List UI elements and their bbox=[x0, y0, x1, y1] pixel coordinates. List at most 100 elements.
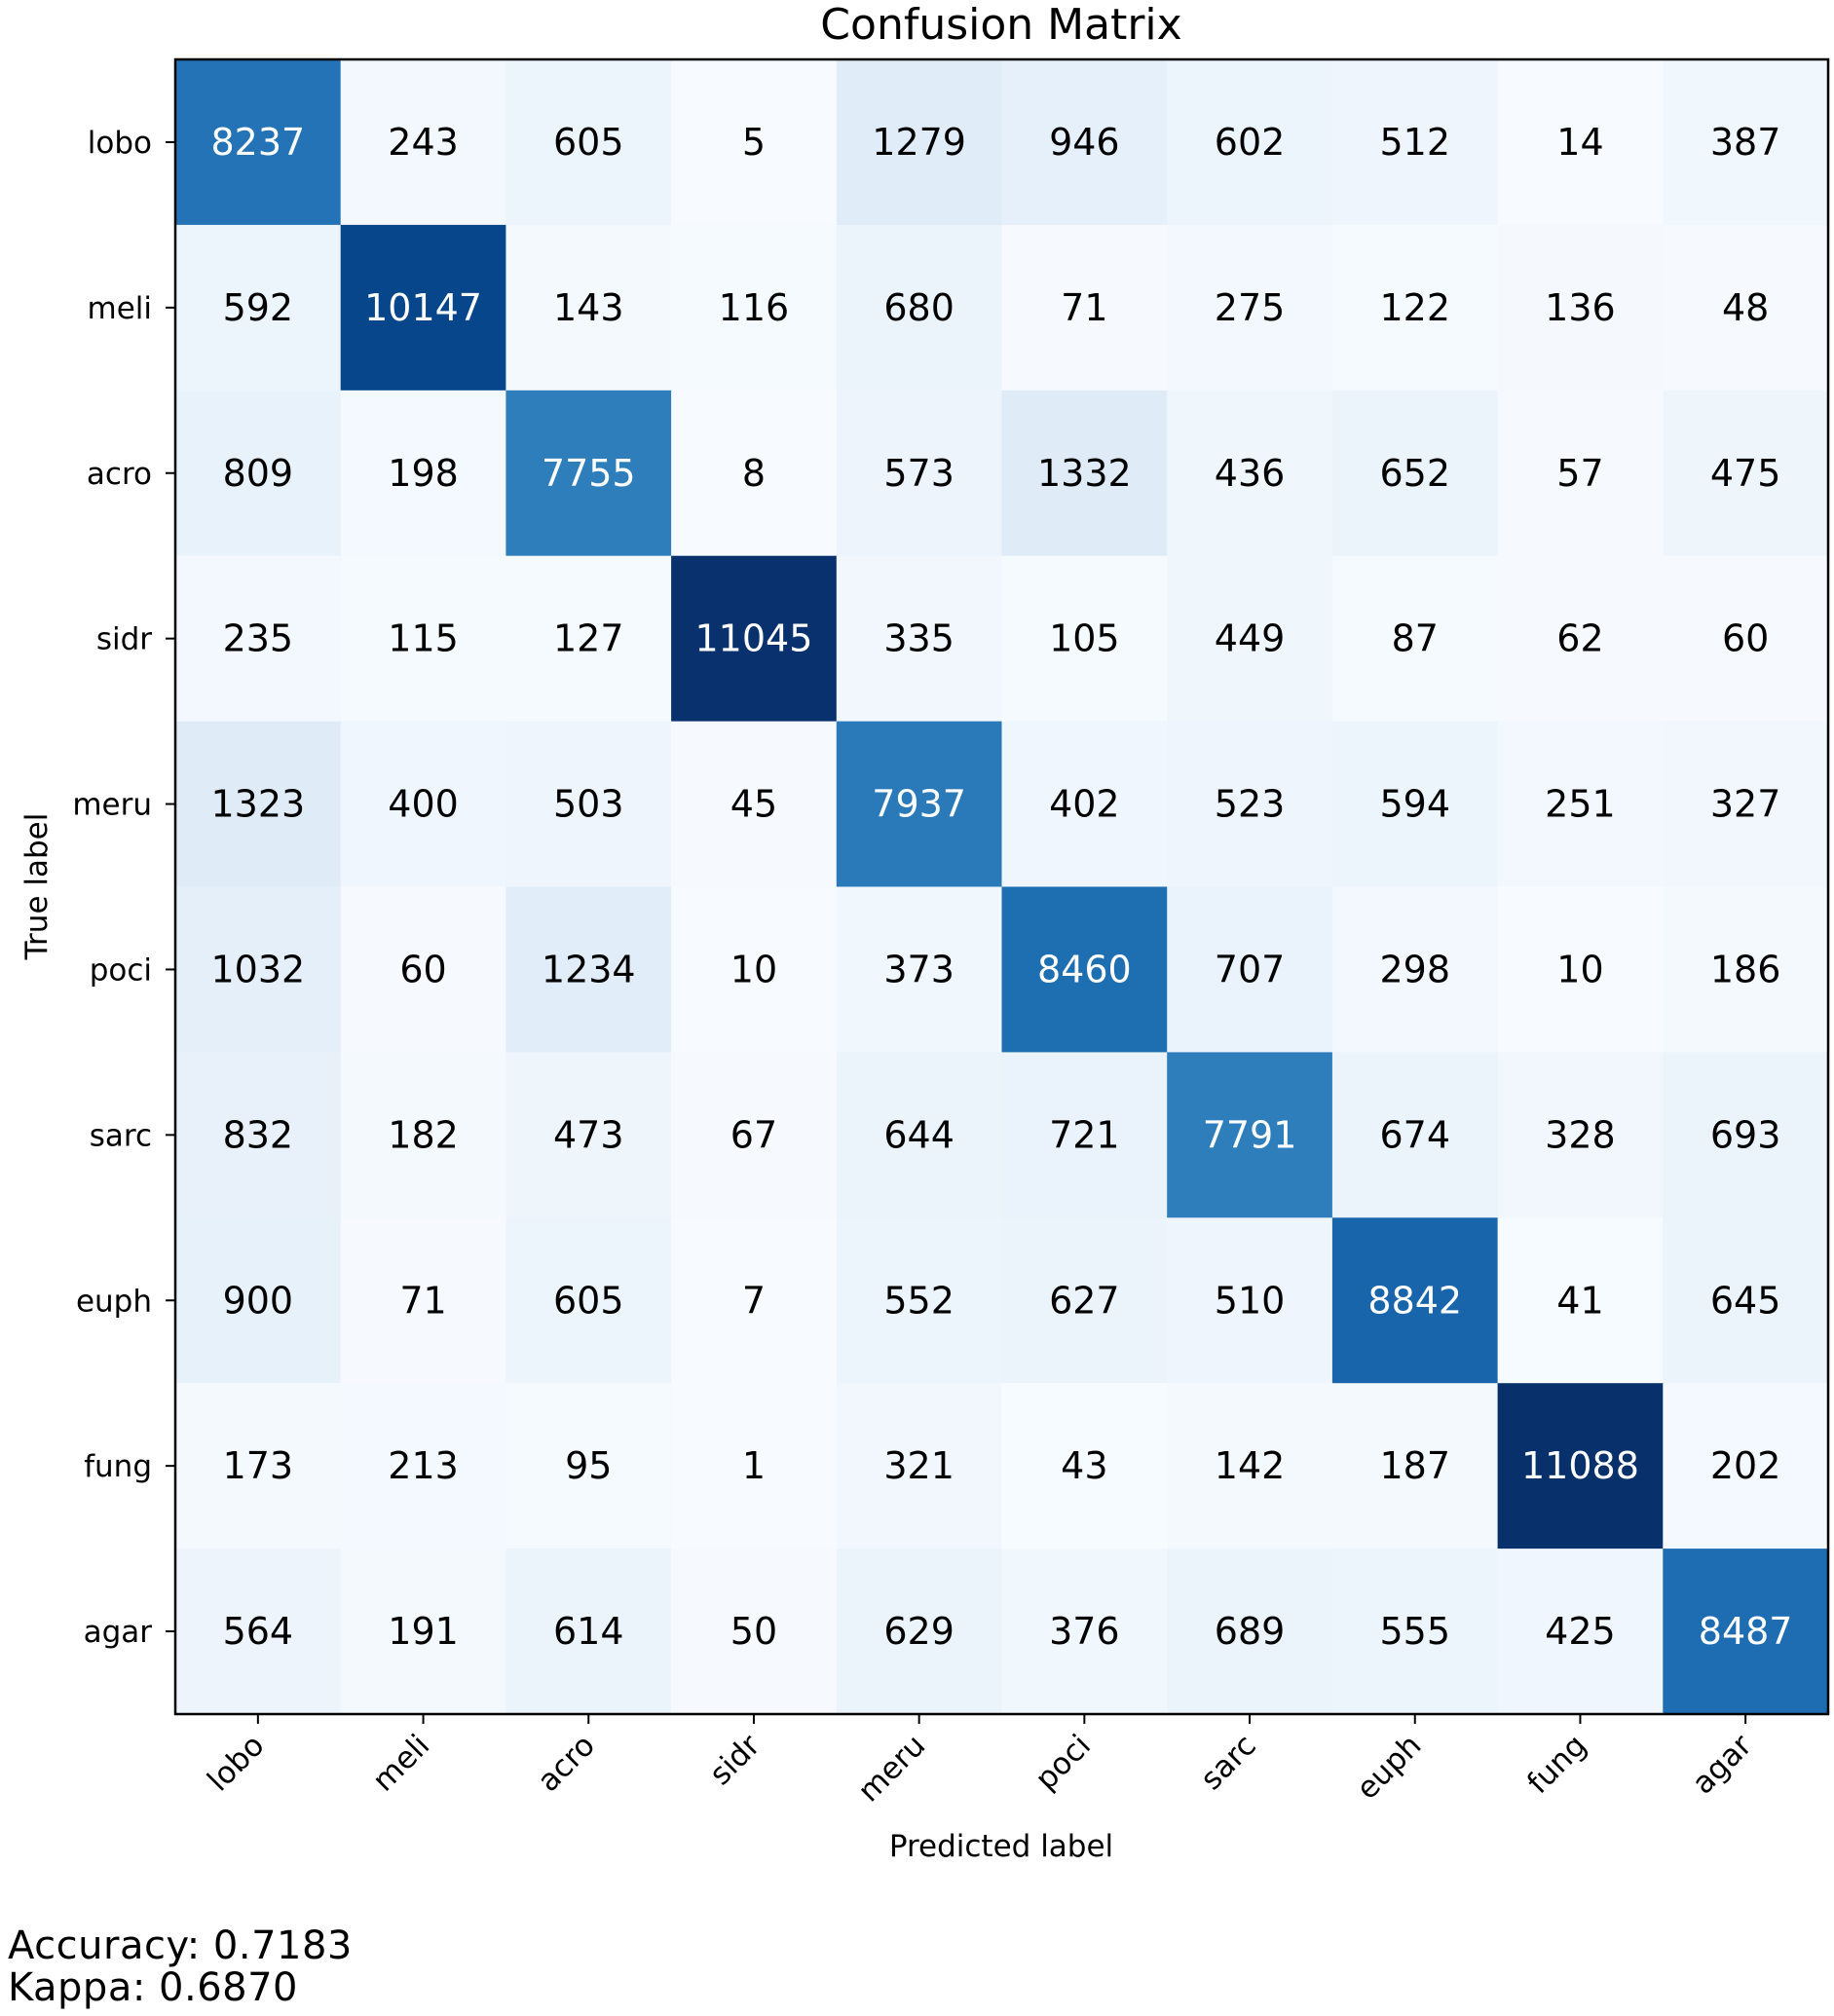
heatmap-cell bbox=[1663, 390, 1829, 557]
heatmap-cell bbox=[836, 886, 1003, 1053]
heatmap-cell bbox=[1331, 886, 1499, 1053]
cell-value-label: 95 bbox=[565, 1444, 612, 1487]
heatmap-cell bbox=[671, 59, 838, 226]
cell-value-label: 564 bbox=[223, 1610, 294, 1653]
cell-value-label: 832 bbox=[223, 1113, 294, 1156]
cell-value-label: 376 bbox=[1049, 1610, 1120, 1653]
cell-value-label: 8487 bbox=[1699, 1610, 1793, 1653]
heatmap-cell bbox=[836, 224, 1003, 392]
heatmap-cell bbox=[671, 555, 838, 723]
heatmap-cell bbox=[175, 1549, 342, 1715]
heatmap-cell bbox=[340, 1383, 506, 1549]
cell-value-label: 321 bbox=[883, 1444, 954, 1487]
heatmap-cell bbox=[1497, 1549, 1664, 1715]
cell-value-label: 387 bbox=[1710, 121, 1781, 164]
heatmap-cell bbox=[505, 1052, 672, 1218]
cell-value-label: 191 bbox=[388, 1610, 459, 1653]
kappa-text: Kappa: 0.6870 bbox=[8, 1965, 298, 2010]
cell-value-label: 328 bbox=[1545, 1113, 1616, 1156]
heatmap-cell bbox=[1167, 721, 1333, 888]
x-tick-label: acro bbox=[531, 1728, 602, 1799]
heatmap-cell bbox=[340, 224, 506, 392]
cell-value-label: 552 bbox=[883, 1279, 954, 1322]
heatmap-cell bbox=[1331, 1217, 1499, 1384]
cell-value-label: 693 bbox=[1710, 1113, 1781, 1156]
cell-value-label: 592 bbox=[223, 286, 294, 329]
cell-value-label: 48 bbox=[1722, 286, 1769, 329]
cell-value-label: 115 bbox=[388, 617, 459, 660]
heatmap-cell bbox=[1497, 1052, 1664, 1218]
y-tick-label: poci bbox=[90, 952, 152, 988]
heatmap-cell bbox=[1167, 224, 1333, 392]
heatmap-cell bbox=[505, 1383, 672, 1549]
cell-value-label: 602 bbox=[1215, 121, 1286, 164]
heatmap-cell bbox=[1497, 1217, 1664, 1384]
cell-value-label: 1323 bbox=[210, 783, 305, 826]
cell-value-label: 127 bbox=[553, 617, 624, 660]
y-tick-label: euph bbox=[76, 1284, 152, 1319]
cell-value-label: 652 bbox=[1379, 452, 1450, 495]
cell-value-label: 8237 bbox=[210, 121, 305, 164]
heatmap-cell bbox=[340, 555, 506, 723]
y-tick-label: meru bbox=[72, 788, 152, 823]
heatmap-cell bbox=[671, 1549, 838, 1715]
heatmap-cell bbox=[1167, 886, 1333, 1053]
heatmap-cell bbox=[1167, 59, 1333, 226]
cell-value-label: 644 bbox=[883, 1113, 954, 1156]
cell-value-label: 186 bbox=[1710, 948, 1781, 990]
plot-frame bbox=[173, 57, 1830, 1716]
heatmap-cell bbox=[836, 721, 1003, 888]
cell-value-label: 251 bbox=[1545, 783, 1616, 826]
heatmap-cell bbox=[1167, 1217, 1333, 1384]
cell-value-label: 187 bbox=[1379, 1444, 1450, 1487]
cell-value-label: 8 bbox=[742, 452, 766, 495]
model-stats: Accuracy: 0.7183 Kappa: 0.6870 bbox=[8, 1925, 353, 2009]
cell-value-label: 707 bbox=[1215, 948, 1286, 990]
cell-value-label: 605 bbox=[553, 1279, 624, 1322]
cell-value-label: 298 bbox=[1379, 948, 1450, 990]
heatmap-cell bbox=[175, 555, 342, 723]
cell-value-label: 425 bbox=[1545, 1610, 1616, 1653]
cell-value-label: 809 bbox=[223, 452, 294, 495]
cell-value-label: 87 bbox=[1392, 617, 1439, 660]
x-tick-label: poci bbox=[1029, 1728, 1098, 1797]
cell-value-label: 67 bbox=[730, 1113, 777, 1156]
heatmap-cell bbox=[505, 555, 672, 723]
heatmap-cell bbox=[175, 1052, 342, 1218]
x-tick-label: meru bbox=[851, 1728, 932, 1809]
heatmap-cell bbox=[836, 1383, 1003, 1549]
cell-value-label: 60 bbox=[1722, 617, 1769, 660]
heatmap-cell bbox=[1331, 1549, 1499, 1715]
y-tick-label: sidr bbox=[96, 622, 152, 657]
heatmap-cell bbox=[340, 1217, 506, 1384]
cell-value-label: 614 bbox=[553, 1610, 624, 1653]
cell-value-label: 198 bbox=[388, 452, 459, 495]
cell-value-label: 275 bbox=[1215, 286, 1286, 329]
heatmap-cell bbox=[1167, 1549, 1333, 1715]
cell-value-label: 7755 bbox=[542, 452, 636, 495]
cell-value-label: 71 bbox=[1061, 286, 1107, 329]
cell-value-label: 594 bbox=[1379, 783, 1450, 826]
y-tick-label: meli bbox=[88, 291, 153, 326]
heatmap-cell bbox=[505, 390, 672, 557]
y-axis-label: True label bbox=[19, 813, 55, 961]
heatmap-cell bbox=[340, 886, 506, 1053]
heatmap-cell bbox=[836, 1217, 1003, 1384]
heatmap-cell bbox=[1663, 1217, 1829, 1384]
cell-value-label: 14 bbox=[1556, 121, 1603, 164]
heatmap-cell bbox=[671, 1217, 838, 1384]
heatmap-cell bbox=[1001, 555, 1168, 723]
cell-value-label: 402 bbox=[1049, 783, 1120, 826]
cell-value-label: 335 bbox=[883, 617, 954, 660]
heatmap-cell bbox=[1663, 1549, 1829, 1715]
heatmap-cell bbox=[340, 1549, 506, 1715]
cell-value-label: 674 bbox=[1379, 1113, 1450, 1156]
cell-value-label: 11088 bbox=[1521, 1444, 1639, 1487]
cell-value-label: 629 bbox=[883, 1610, 954, 1653]
cell-value-label: 11045 bbox=[695, 617, 813, 660]
cell-value-label: 173 bbox=[223, 1444, 294, 1487]
cell-value-label: 1032 bbox=[210, 948, 305, 990]
heatmap-cell bbox=[836, 555, 1003, 723]
heatmap-cell bbox=[1331, 59, 1499, 226]
heatmap-cell bbox=[1167, 1383, 1333, 1549]
